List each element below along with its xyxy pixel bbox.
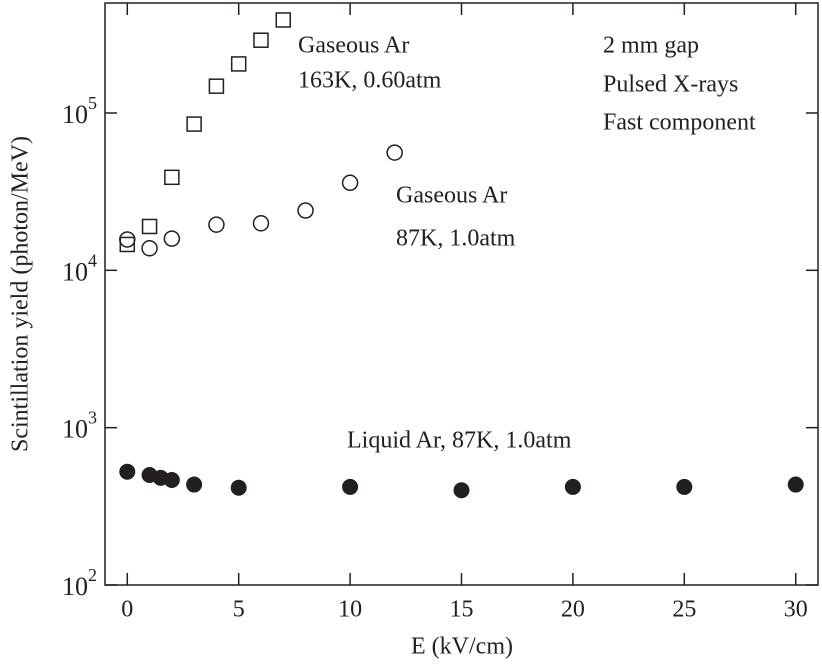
square-marker <box>186 116 202 132</box>
annotation: Gaseous Ar <box>298 33 409 59</box>
x-axis-label: E (kV/cm) <box>411 634 513 660</box>
filled-marker <box>230 479 247 496</box>
x-tick-label: 20 <box>561 597 585 623</box>
y-tick-label: 102 <box>62 565 97 601</box>
circle-marker <box>141 240 158 257</box>
circle-marker <box>386 144 403 161</box>
annotation: Fast component <box>603 110 756 136</box>
filled-marker <box>163 471 180 488</box>
filled-marker <box>676 478 693 495</box>
circle-marker <box>163 230 181 247</box>
annotation: 2 mm gap <box>603 33 699 59</box>
y-tick-exponent: 3 <box>88 408 97 428</box>
annotation: Pulsed X-rays <box>603 72 738 98</box>
circle-marker <box>208 216 225 233</box>
y-tick-base: 10 <box>62 572 88 601</box>
y-tick-base: 10 <box>62 415 88 444</box>
x-tick-label: 30 <box>784 597 808 623</box>
y-tick-exponent: 5 <box>88 93 97 113</box>
y-tick-label: 105 <box>62 93 97 129</box>
annotation: 163K, 0.60atm <box>298 68 442 94</box>
square-marker <box>119 236 136 253</box>
y-tick-base: 10 <box>62 100 88 129</box>
square-marker <box>141 218 158 235</box>
square-marker <box>164 169 180 186</box>
circle-marker <box>252 215 270 232</box>
square-marker <box>275 12 291 28</box>
filled-marker <box>787 476 804 493</box>
y-tick-label: 103 <box>62 408 97 444</box>
filled-marker <box>564 478 581 495</box>
annotation: Liquid Ar, 87K, 1.0atm <box>347 428 572 454</box>
filled-marker <box>186 476 203 493</box>
filled-marker <box>342 478 359 495</box>
y-tick-label: 104 <box>62 250 97 286</box>
y-tick-exponent: 4 <box>88 250 97 270</box>
annotation: 87K, 1.0atm <box>396 226 516 252</box>
square-marker <box>253 32 269 48</box>
circle-marker <box>341 174 359 192</box>
square-marker <box>208 78 225 94</box>
x-tick-label: 15 <box>450 597 474 623</box>
x-tick-label: 0 <box>121 597 133 623</box>
filled-marker <box>453 482 470 499</box>
y-tick-exponent: 2 <box>88 565 97 585</box>
x-tick-label: 5 <box>233 597 245 623</box>
y-axis-label: Scintillation yield (photon/MeV) <box>8 136 34 452</box>
y-tick-base: 10 <box>62 257 88 286</box>
x-tick-label: 10 <box>338 597 362 623</box>
annotation: Gaseous Ar <box>396 183 507 209</box>
circle-marker <box>119 231 136 248</box>
filled-marker <box>119 463 136 480</box>
circle-marker <box>297 202 314 219</box>
square-marker <box>230 56 247 72</box>
x-tick-label: 25 <box>672 597 696 623</box>
